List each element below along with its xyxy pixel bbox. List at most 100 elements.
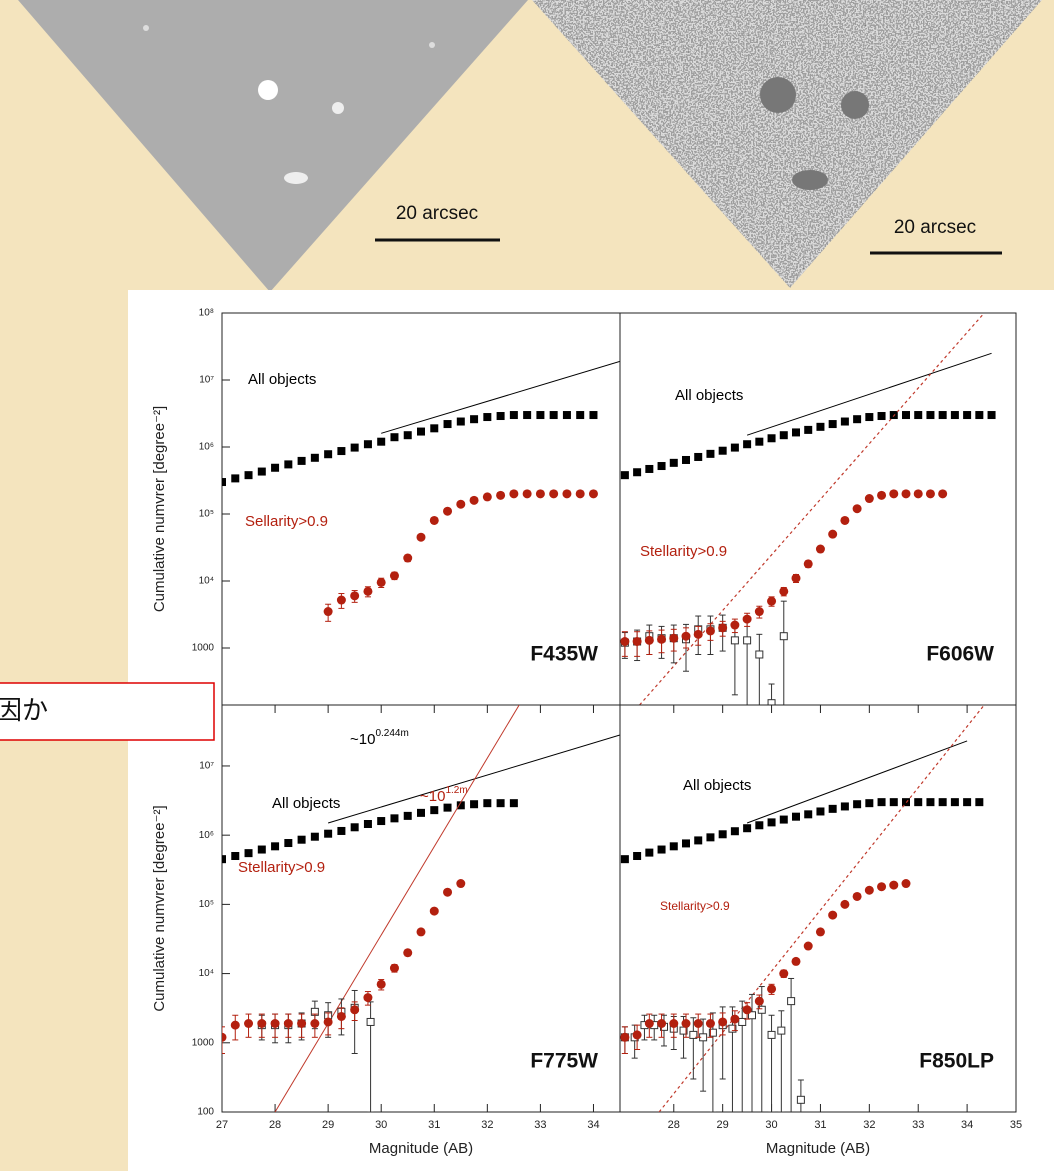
- data-point: [780, 431, 788, 439]
- data-point: [669, 1019, 678, 1028]
- note-text: 因か: [0, 695, 48, 725]
- data-point: [865, 413, 873, 421]
- data-point: [444, 420, 452, 428]
- data-point: [951, 411, 959, 419]
- data-point: [865, 494, 874, 503]
- data-point: [816, 545, 825, 554]
- data-point: [363, 993, 372, 1002]
- data-point: [645, 465, 653, 473]
- data-point: [470, 800, 478, 808]
- data-point: [404, 812, 412, 820]
- data-point: [792, 813, 800, 821]
- data-point: [755, 438, 763, 446]
- series-label: All objects: [683, 777, 751, 794]
- series-label: Stellarity>0.9: [238, 859, 325, 876]
- data-point: [483, 492, 492, 501]
- data-point: [706, 626, 715, 635]
- data-point: [324, 607, 333, 616]
- data-point: [350, 591, 359, 600]
- x-tick-label: 30: [765, 1119, 777, 1131]
- data-point: [840, 900, 849, 909]
- data-point: [456, 879, 465, 888]
- data-point: [853, 415, 861, 423]
- x-tick-label: 34: [961, 1119, 973, 1131]
- data-point: [780, 633, 787, 640]
- data-point: [768, 1031, 775, 1038]
- data-point: [743, 615, 752, 624]
- panel-label: F775W: [530, 1050, 598, 1073]
- x-tick-label: 33: [912, 1119, 924, 1131]
- data-point: [926, 489, 935, 498]
- data-point: [377, 980, 386, 989]
- data-point: [889, 489, 898, 498]
- data-point: [792, 428, 800, 436]
- data-point: [768, 818, 776, 826]
- data-point: [536, 489, 545, 498]
- data-point: [914, 798, 922, 806]
- series-label: Stellarity>0.9: [640, 543, 727, 560]
- y-axis-label: Cumulative numvrer [degree⁻²]: [151, 805, 168, 1011]
- x-tick-label: 32: [481, 1119, 493, 1131]
- x-tick-label: 30: [375, 1119, 387, 1131]
- scale-bar-label: 20 arcsec: [396, 203, 478, 224]
- data-point: [706, 833, 714, 841]
- scale-bar-label: 20 arcsec: [894, 217, 976, 238]
- data-point: [682, 456, 690, 464]
- data-point: [403, 554, 412, 563]
- y-tick-label: 10⁵: [199, 509, 214, 520]
- data-point: [633, 637, 642, 646]
- y-tick-label: 10⁶: [199, 442, 214, 453]
- data-point: [804, 810, 812, 818]
- data-point: [470, 415, 478, 423]
- data-point: [430, 424, 438, 432]
- data-point: [311, 833, 319, 841]
- data-point: [792, 957, 801, 966]
- y-tick-label: 10⁴: [199, 968, 214, 979]
- x-tick-label: 29: [322, 1119, 334, 1131]
- data-point: [829, 420, 837, 428]
- y-tick-label: 10⁶: [199, 830, 214, 841]
- series-label: Stellarity>0.9: [660, 899, 730, 913]
- data-point: [576, 489, 585, 498]
- data-point: [496, 491, 505, 500]
- data-point: [390, 433, 398, 441]
- data-point: [324, 1017, 333, 1026]
- data-point: [633, 1030, 642, 1039]
- data-point: [245, 471, 253, 479]
- y-tick-label: 10⁴: [199, 576, 214, 587]
- data-point: [719, 830, 727, 838]
- x-tick-label: 28: [269, 1119, 281, 1131]
- data-point: [682, 632, 691, 641]
- data-point: [988, 411, 996, 419]
- data-point: [682, 839, 690, 847]
- data-point: [658, 846, 666, 854]
- data-point: [756, 651, 763, 658]
- data-point: [589, 411, 597, 419]
- data-point: [939, 798, 947, 806]
- data-point: [865, 799, 873, 807]
- data-point: [350, 1005, 359, 1014]
- data-point: [244, 1019, 253, 1028]
- x-axis-label: Magnitude (AB): [766, 1140, 870, 1157]
- data-point: [731, 637, 738, 644]
- data-point: [417, 428, 425, 436]
- data-point: [550, 411, 558, 419]
- data-point: [403, 948, 412, 957]
- data-point: [470, 496, 479, 505]
- data-point: [456, 500, 465, 509]
- data-point: [816, 927, 825, 936]
- annotation-exponent: 0.244m: [375, 728, 408, 739]
- data-point: [417, 809, 425, 817]
- data-point: [804, 426, 812, 434]
- data-point: [829, 805, 837, 813]
- data-point: [483, 799, 491, 807]
- data-point: [621, 855, 629, 863]
- series-label: All objects: [675, 387, 743, 404]
- data-point: [853, 504, 862, 513]
- data-point: [669, 634, 678, 643]
- data-point: [706, 450, 714, 458]
- x-tick-label: 31: [814, 1119, 826, 1131]
- x-tick-label: 29: [717, 1119, 729, 1131]
- data-point: [430, 806, 438, 814]
- data-point: [257, 1019, 266, 1028]
